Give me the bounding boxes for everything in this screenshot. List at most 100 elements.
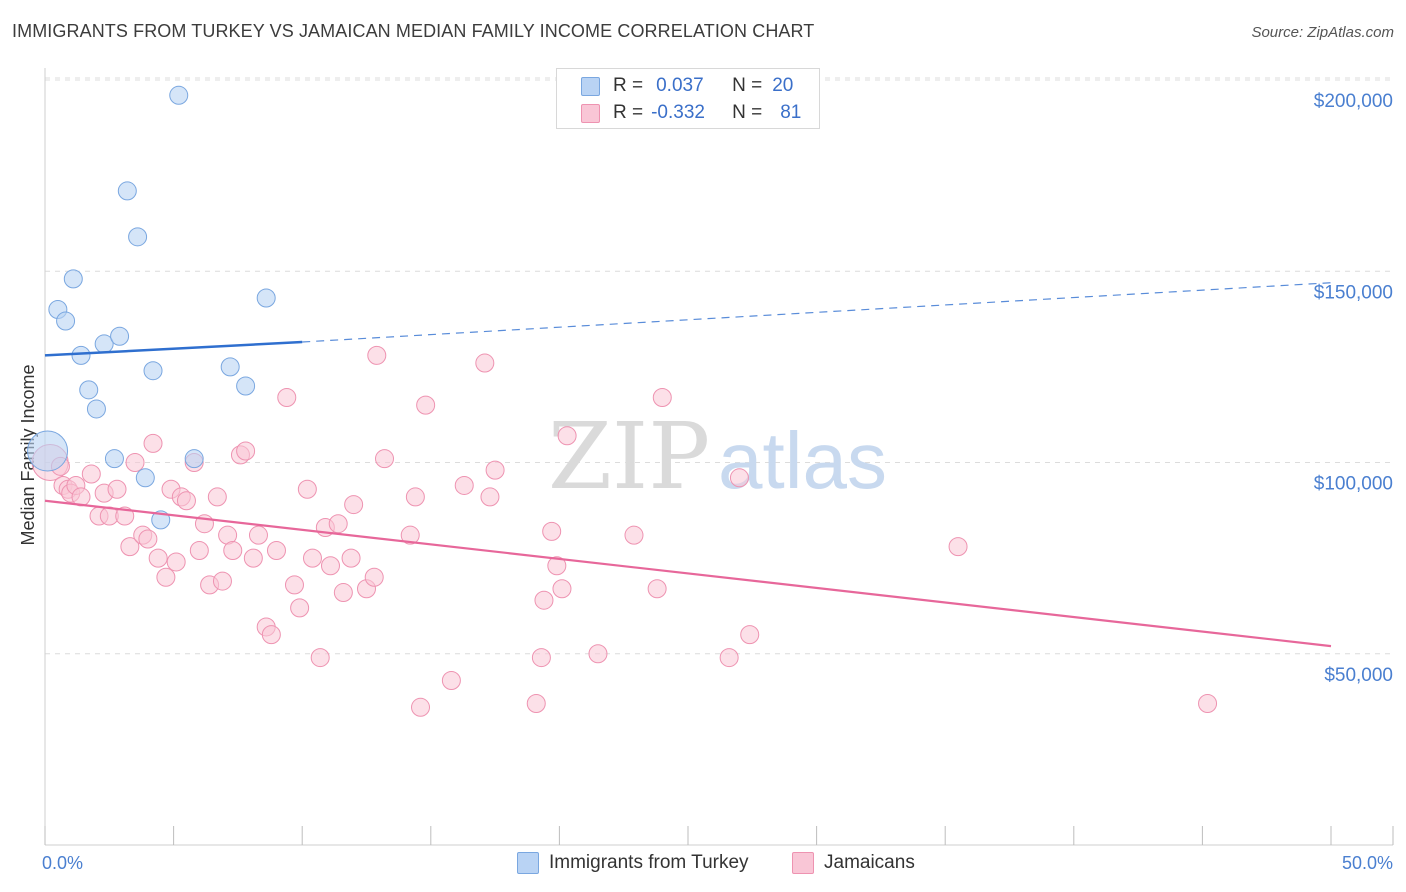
jamaicans-point [542,521,562,541]
jamaicans-point [588,644,608,664]
jamaicans-point [475,353,495,373]
turkey-point [27,430,69,472]
legend-item-turkey[interactable]: Immigrants from Turkey [517,852,749,874]
turkey-point [56,311,76,331]
turkey-point [143,361,163,381]
y-tick-label: $50,000 [1324,665,1393,686]
jamaicans-point [647,579,667,599]
turkey-point [117,181,137,201]
legend-item-jamaicans[interactable]: Jamaicans [792,852,915,874]
jamaicans-point [290,598,310,618]
jamaicans-point [166,552,186,572]
legend-r-label: R = [613,75,644,96]
turkey-point [63,269,83,289]
legend-n-value: 20 [772,75,794,96]
jamaicans-point [624,525,644,545]
jamaicans-point [341,548,361,568]
series-legend: Immigrants from Turkey Jamaicans [0,852,1406,876]
jamaicans-point [261,625,281,645]
y-tick-labels: $50,000 $100,000 $150,000 $200,000 [1314,91,1393,686]
turkey-point [256,288,276,308]
turkey-trend-dashed [302,282,1332,343]
jamaicans-point [138,529,158,549]
jamaicans-point [223,540,243,560]
turkey-point [128,227,148,247]
jamaicans-point [120,537,140,557]
jamaicans-point [740,625,760,645]
turkey-points [27,85,276,530]
jamaicans-point [266,540,286,560]
jamaicans-point [441,671,461,691]
jamaicans-point [547,556,567,576]
y-tick-label: $200,000 [1314,91,1393,112]
turkey-point [79,380,99,400]
jamaicans-point [207,487,227,507]
legend-n-value: 81 [780,102,802,123]
correlation-legend: R = 0.037 N = 20 R = -0.332 N = 81 [556,68,820,129]
jamaicans-point [552,579,572,599]
turkey-point [169,85,189,105]
jamaicans-point [189,540,209,560]
turkey-point [104,449,124,469]
jamaicans-point [212,571,232,591]
jamaicans-point [333,583,353,603]
legend-r-value: -0.332 [651,102,705,123]
jamaicans-point [411,697,431,717]
turkey-legend-label: Immigrants from Turkey [549,852,749,873]
jamaicans-point [344,495,364,515]
turkey-swatch [581,76,600,96]
turkey-point [86,399,106,419]
jamaicans-point [485,460,505,480]
y-tick-label: $150,000 [1314,282,1393,303]
jamaicans-point [400,525,420,545]
jamaicans-point [454,475,474,495]
jamaicans-point [156,567,176,587]
jamaicans-swatch [581,103,600,123]
turkey-point [236,376,256,396]
jamaicans-point [297,479,317,499]
x-tick-label-start: 0.0% [42,853,83,873]
jamaicans-point [364,567,384,587]
y-tick-label: $100,000 [1314,474,1393,495]
legend-r-value: 0.037 [656,75,704,96]
jamaicans-point [243,548,263,568]
jamaicans-point [302,548,322,568]
jamaicans-point [948,537,968,557]
legend-n-label: N = [732,102,763,123]
watermark-atlas: atlas [718,416,887,505]
jamaicans-point [729,468,749,488]
jamaicans-point [1198,693,1218,713]
jamaicans-legend-label: Jamaicans [824,852,915,873]
jamaicans-points [31,345,1218,717]
trend-lines [44,282,1332,648]
watermark: ZIP atlas [548,403,887,510]
jamaicans-point [416,395,436,415]
turkey-point [135,468,155,488]
jamaicans-point [81,464,101,484]
jamaicans-point [719,648,739,668]
jamaicans-point [236,441,256,461]
jamaicans-point [248,525,268,545]
x-tick-label-end: 50.0% [1342,853,1393,873]
jamaicans-point [480,487,500,507]
jamaicans-point [310,648,330,668]
x-tick-labels: 0.0% 50.0% [42,853,1393,873]
turkey-legend-swatch [517,852,539,874]
jamaicans-trend [44,499,1332,648]
jamaicans-point [375,449,395,469]
jamaicans-point [148,548,168,568]
legend-n-label: N = [732,75,763,96]
turkey-trend-solid [44,340,303,357]
source-attribution: Source: ZipAtlas.com [1251,24,1394,41]
jamaicans-point [405,487,425,507]
gridlines [45,77,1395,655]
jamaicans-point [652,387,672,407]
jamaicans-point [284,575,304,595]
watermark-zip: ZIP [548,403,710,510]
turkey-point [184,449,204,469]
legend-row-turkey: R = 0.037 N = 20 [581,75,793,97]
jamaicans-point [367,345,387,365]
jamaicans-legend-swatch [792,852,814,874]
turkey-point [110,326,130,346]
